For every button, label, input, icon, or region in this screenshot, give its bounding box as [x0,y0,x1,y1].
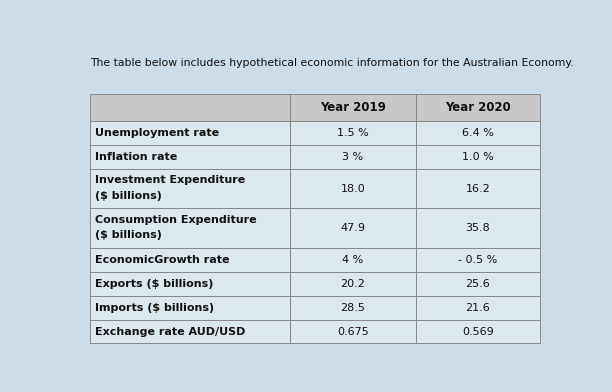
Text: 4 %: 4 % [342,255,364,265]
Text: 16.2: 16.2 [466,184,490,194]
Bar [416,169,540,209]
Text: 1.0 %: 1.0 % [462,152,494,162]
Bar [90,296,290,319]
Text: Year 2020: Year 2020 [445,101,511,114]
Bar [90,319,290,343]
Bar [290,296,416,319]
Text: The table below includes hypothetical economic information for the Australian Ec: The table below includes hypothetical ec… [90,58,573,67]
Text: Consumption Expenditure: Consumption Expenditure [95,214,257,225]
Bar [90,145,290,169]
Text: Year 2019: Year 2019 [320,101,386,114]
Bar [90,248,290,272]
Bar [416,94,540,121]
Bar [416,248,540,272]
Bar [290,121,416,145]
Text: ($ billions): ($ billions) [95,230,162,240]
Text: Inflation rate: Inflation rate [95,152,177,162]
Bar [290,169,416,209]
Text: 1.5 %: 1.5 % [337,128,369,138]
Bar [416,272,540,296]
Bar [90,121,290,145]
Bar [290,272,416,296]
Text: Unemployment rate: Unemployment rate [95,128,220,138]
Text: 47.9: 47.9 [340,223,365,233]
Text: Exports ($ billions): Exports ($ billions) [95,279,214,289]
Bar [90,169,290,209]
Bar [416,319,540,343]
Text: 25.6: 25.6 [466,279,490,289]
Bar [90,94,290,121]
Bar [416,296,540,319]
Bar [290,94,416,121]
Text: 0.675: 0.675 [337,327,369,336]
Bar [290,248,416,272]
Text: Exchange rate AUD/USD: Exchange rate AUD/USD [95,327,246,336]
Text: Imports ($ billions): Imports ($ billions) [95,303,215,312]
Text: 0.569: 0.569 [462,327,494,336]
Text: 3 %: 3 % [342,152,364,162]
Bar [416,209,540,248]
Text: 18.0: 18.0 [340,184,365,194]
Text: 20.2: 20.2 [340,279,365,289]
Text: 28.5: 28.5 [340,303,365,312]
Bar [290,145,416,169]
Bar [290,319,416,343]
Bar [90,272,290,296]
Text: Investment Expenditure: Investment Expenditure [95,175,246,185]
Bar [290,209,416,248]
Bar [416,121,540,145]
Bar [90,209,290,248]
Text: 35.8: 35.8 [466,223,490,233]
Text: 21.6: 21.6 [466,303,490,312]
Text: EconomicGrowth rate: EconomicGrowth rate [95,255,230,265]
Bar [416,145,540,169]
Text: - 0.5 %: - 0.5 % [458,255,498,265]
Text: 6.4 %: 6.4 % [462,128,494,138]
Text: ($ billions): ($ billions) [95,191,162,201]
